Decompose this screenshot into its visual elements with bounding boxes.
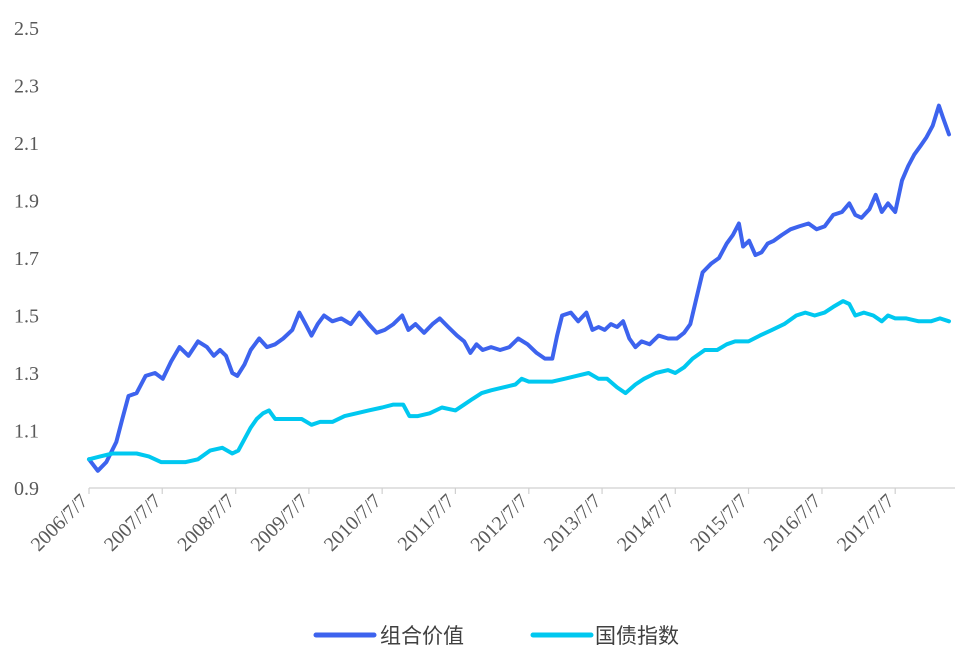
y-tick-label: 1.7 [14,248,39,270]
y-tick-label: 1.5 [14,306,39,328]
series-line-1 [87,299,951,465]
x-tick-label: 2011/7/7 [394,490,459,555]
x-tick-label: 2007/7/7 [100,490,166,556]
y-tick-label: 1.9 [14,191,39,213]
x-tick-label: 2009/7/7 [247,490,313,556]
y-tick-label: 1.3 [14,363,39,385]
legend-label-0: 组合价值 [380,624,464,648]
legend: 组合价值 国债指数 [313,624,679,648]
x-tick-label: 2014/7/7 [613,490,679,556]
x-tick-label: 2017/7/7 [833,490,899,556]
series-line-0 [87,103,951,473]
y-tick-label: 1.1 [14,421,39,443]
x-tick-label: 2010/7/7 [320,490,386,556]
y-tick-label: 2.3 [14,76,39,98]
y-axis: 0.9 1.1 1.3 1.5 1.7 1.9 2.1 2.3 2.5 [14,18,39,500]
x-axis: 2006/7/7 2007/7/7 2008/7/7 2009/7/7 2010/7/7… [27,487,955,556]
legend-label-1: 国债指数 [595,624,679,648]
y-tick-label: 2.1 [14,133,39,155]
x-tick-label: 2013/7/7 [540,490,606,556]
x-tick-label: 2016/7/7 [760,490,826,556]
x-tick-label: 2012/7/7 [467,490,533,556]
series-layer [87,103,951,473]
x-tick-label: 2015/7/7 [686,490,752,556]
y-tick-label: 0.9 [14,478,39,500]
y-tick-label: 2.5 [14,18,39,40]
x-tick-label: 2008/7/7 [173,490,239,556]
